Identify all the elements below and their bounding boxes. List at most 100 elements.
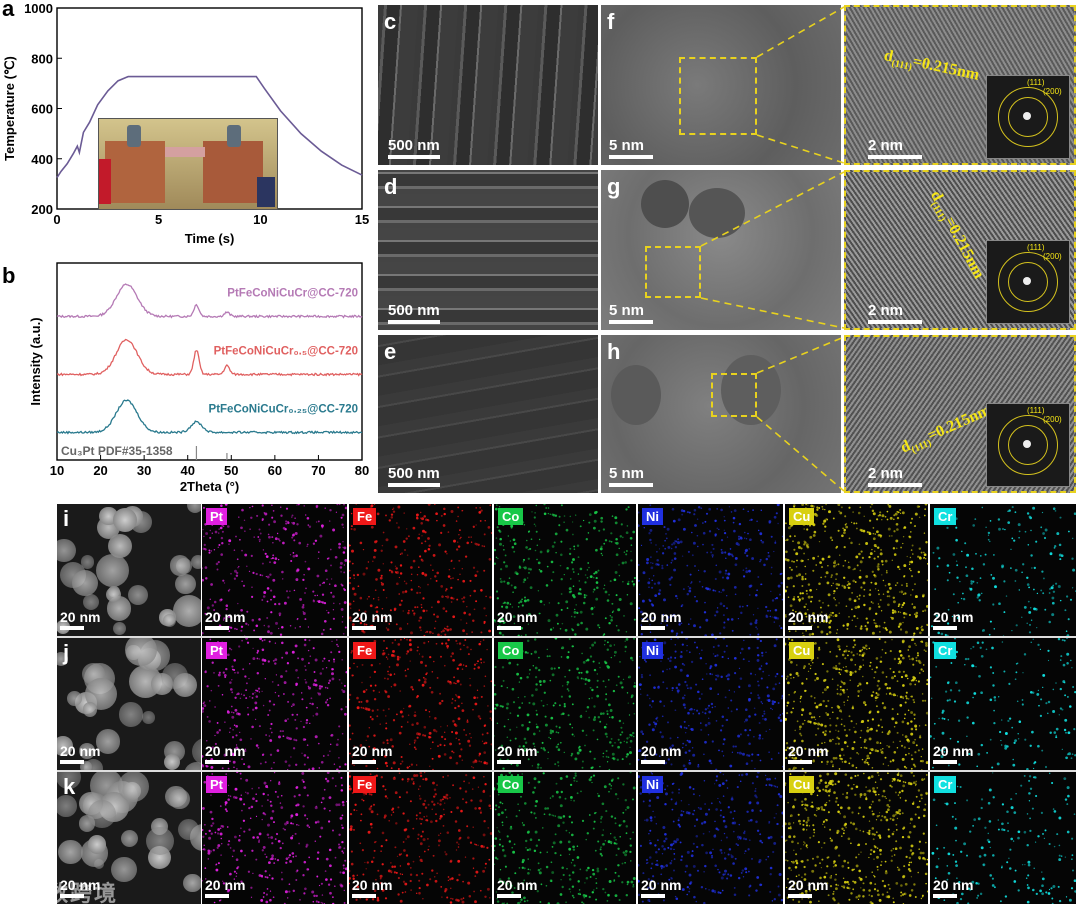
particle <box>191 737 201 766</box>
particle <box>88 800 116 829</box>
particle <box>163 753 181 770</box>
eds-map-k-cu: Cu 20 nm <box>785 772 928 904</box>
eds-map-j-cr: Cr 20 nm <box>930 638 1076 770</box>
xrd-series-label-2: PtFeCoNiCuCr₀.₂₅@CC-720 <box>209 404 358 416</box>
particle <box>169 555 191 577</box>
element-label-cu: Cu <box>789 508 815 525</box>
sem-image-c: c 500 nm <box>378 5 598 165</box>
eds-scale-bar: 20 nm <box>933 877 973 898</box>
x-tick-label-a-2: 10 <box>253 212 267 227</box>
particle <box>183 873 201 893</box>
tem-image-g: g 5 nm <box>601 170 841 330</box>
xrd-series-line-0 <box>56 283 363 319</box>
eds-scale-bar: 20 nm <box>205 877 245 898</box>
particle <box>67 691 83 706</box>
x-tick-label-b-1: 20 <box>93 463 107 478</box>
sem-image-d: d 500 nm <box>378 170 598 330</box>
zoom-box-g <box>645 246 701 298</box>
eds-scale-bar: 20 nm <box>788 609 828 630</box>
fft-inset-f: (111) (200) <box>986 75 1070 159</box>
eds-scale-bar: 20 nm <box>497 877 537 898</box>
tem-scale-bar-g: 5 nm <box>609 302 653 324</box>
element-label-fe: Fe <box>353 642 377 659</box>
sem-scale-bar-c: 500 nm <box>388 137 440 159</box>
y-tick-label-a-0: 200 <box>31 202 53 217</box>
particle <box>173 672 198 697</box>
particle <box>112 622 126 636</box>
eds-scale-bar: 20 nm <box>60 609 100 630</box>
eds-dots <box>202 504 347 636</box>
particle <box>128 584 149 605</box>
eds-scale-bar: 20 nm <box>641 877 681 898</box>
particle <box>57 736 73 757</box>
element-label-ni: Ni <box>642 642 663 659</box>
watermark: 云数跨境 <box>22 881 119 906</box>
particle <box>118 701 144 727</box>
element-label-cr: Cr <box>934 508 957 525</box>
eds-map-k-pt: Pt 20 nm <box>202 772 347 904</box>
eds-scale-bar: 20 nm <box>352 877 392 898</box>
zoom-box-h <box>711 373 757 417</box>
fft-label-200: (200) <box>1043 252 1062 261</box>
element-label-fe: Fe <box>353 776 377 793</box>
eds-dots <box>638 504 783 636</box>
reference-label: Cu₃Pt PDF#35-1358 <box>61 444 173 458</box>
eds-map-j-ni: Ni 20 nm <box>638 638 783 770</box>
haadf-image-k: 20 nm <box>57 772 201 904</box>
device-inset-photo <box>98 118 278 210</box>
eds-scale-bar: 20 nm <box>352 743 392 764</box>
particle <box>81 555 95 569</box>
panel-label-h: h <box>607 339 621 364</box>
particle <box>57 651 69 667</box>
haadf-image-i: 20 nm <box>57 504 201 636</box>
particle <box>57 772 81 790</box>
x-tick-label-b-2: 30 <box>137 463 151 478</box>
particle <box>183 761 201 770</box>
temperature-chart: 0 5 10 15 200 400 600 800 1000 Time (s) Temperatur… <box>2 1 369 246</box>
eds-scale-bar: 20 nm <box>205 743 245 764</box>
particle <box>120 829 139 848</box>
xrd-chart: 10 20 30 40 50 60 70 80 2Theta (°) Intensity (a.u… <box>28 262 369 494</box>
eds-dots <box>202 772 347 904</box>
tem-scale-bar-f: 5 nm <box>609 137 653 159</box>
eds-scale-bar: 20 nm <box>352 609 392 630</box>
particle <box>163 614 177 628</box>
element-label-cu: Cu <box>789 642 815 659</box>
particle <box>172 594 201 627</box>
eds-scale-bar: 20 nm <box>933 743 973 764</box>
hrtem-image-h: d(111)=0.215nm (111) (200) 2 nm <box>844 335 1076 493</box>
eds-map-k-fe: Fe 20 nm <box>349 772 492 904</box>
row-divider <box>57 770 1076 772</box>
particle <box>87 834 107 854</box>
element-label-ni: Ni <box>642 776 663 793</box>
fft-label-200: (200) <box>1043 87 1062 96</box>
eds-dots <box>638 638 783 770</box>
panel-label-f: f <box>607 9 615 34</box>
particle <box>117 772 150 802</box>
eds-dots <box>202 638 347 770</box>
particle <box>142 711 155 724</box>
y-tick-label-a-1: 400 <box>31 152 53 167</box>
hrtem-image-f: d(111)=0.215nm (111) (200) 2 nm <box>844 5 1076 165</box>
y-tick-label-a-4: 1000 <box>24 1 53 16</box>
tem-scale-bar-h: 5 nm <box>609 465 653 487</box>
hrtem-image-g: d(111)=0.215nm (111) (200) 2 nm <box>844 170 1076 330</box>
fft-label-111: (111) <box>1027 406 1045 415</box>
particle <box>112 507 137 532</box>
eds-scale-bar: 20 nm <box>60 743 100 764</box>
hrtem-scale-bar-g: 2 nm <box>868 302 922 324</box>
particle <box>71 569 98 597</box>
plot-frame-b <box>56 262 363 461</box>
panel-label-d: d <box>384 174 398 199</box>
particle <box>95 553 129 587</box>
eds-map-j-co: Co 20 nm <box>494 638 636 770</box>
eds-dots <box>494 772 636 904</box>
eds-dots <box>349 638 492 770</box>
eds-scale-bar: 20 nm <box>497 743 537 764</box>
element-label-cu: Cu <box>789 776 815 793</box>
y-tick-label-a-2: 600 <box>31 102 53 117</box>
particle <box>150 673 173 695</box>
particle <box>145 826 175 855</box>
tem-image-h: h 5 nm <box>601 335 841 493</box>
element-label-pt: Pt <box>206 508 227 525</box>
